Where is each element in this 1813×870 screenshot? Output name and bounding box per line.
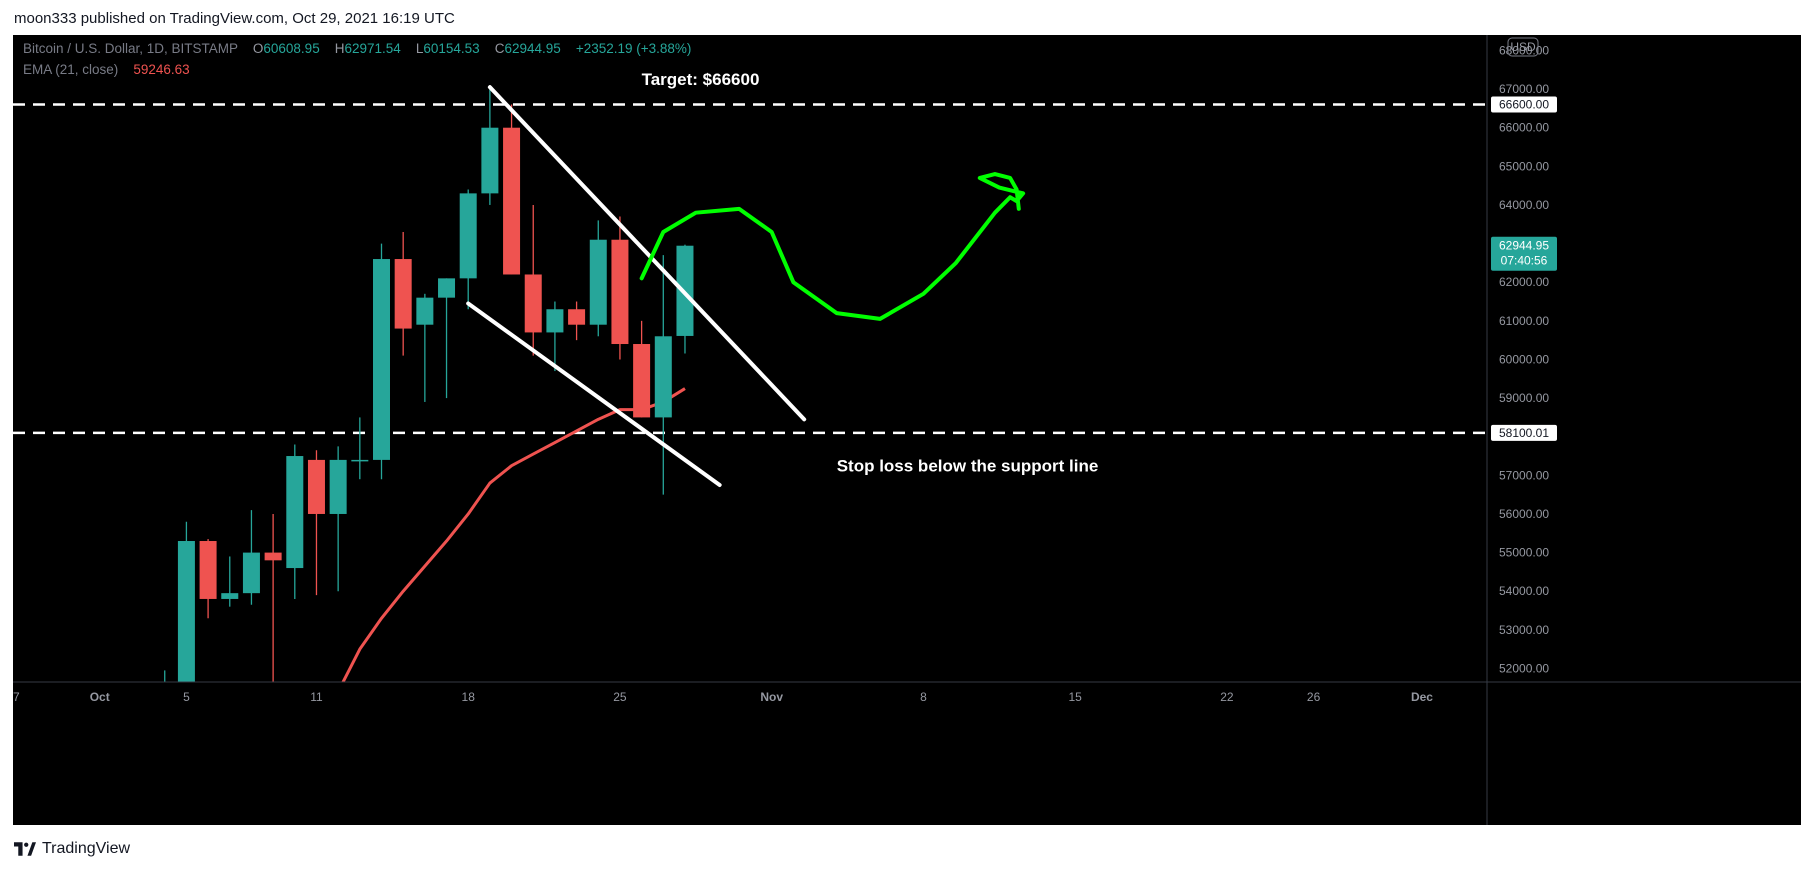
y-tick-label: 62000.00 (1499, 275, 1549, 289)
x-tick-label: Oct (90, 690, 110, 704)
candle-body (438, 278, 456, 298)
level-badge (1491, 96, 1557, 113)
candle-body (611, 239, 629, 345)
candle-body (503, 127, 521, 275)
annotation-text: Target: $66600 (642, 70, 760, 89)
y-tick-label: 53000.00 (1499, 623, 1549, 637)
legend-low-label: L (415, 41, 424, 56)
level-badge (1491, 424, 1557, 441)
x-tick-label: 27 (13, 690, 20, 704)
x-tick-label: 5 (183, 690, 190, 704)
y-tick-label: 60000.00 (1499, 352, 1549, 366)
ema-line (341, 387, 686, 682)
y-tick-label: 54000.00 (1499, 584, 1549, 598)
currency-badge-label: USD (1510, 40, 1536, 54)
legend-ema-label: EMA (21, close) (23, 62, 119, 77)
y-tick-label: 52000.00 (1499, 661, 1549, 675)
legend-high-value: 62971.54 (344, 41, 401, 56)
annotation-text: Stop loss below the support line (837, 456, 1099, 475)
y-tick-label: 67000.00 (1499, 82, 1549, 96)
candle-body (589, 239, 607, 325)
tradingview-logo-icon (14, 842, 36, 856)
candle-body (264, 552, 282, 561)
chart-panel[interactable]: Target: $66600 Stop loss below the suppor… (13, 35, 1801, 825)
candle-body (177, 541, 195, 682)
wedge-upper-line (487, 85, 807, 422)
candle-body (459, 193, 477, 279)
y-tick-label: 55000.00 (1499, 546, 1549, 560)
candle-body (524, 274, 542, 333)
x-tick-label: 26 (1307, 690, 1321, 704)
candle-body (242, 552, 260, 594)
y-tick-label: 64000.00 (1499, 198, 1549, 212)
candle-body (307, 459, 325, 514)
current-price-badge (1491, 236, 1557, 271)
x-tick-label: 18 (462, 690, 476, 704)
legend-change: +2352.19 (+3.88%) (575, 41, 692, 56)
wedge-lower-line (466, 301, 722, 488)
legend-close-value: 62944.95 (504, 41, 561, 56)
candle-body (221, 593, 239, 599)
candle-body (286, 456, 304, 569)
footer: TradingView (14, 840, 130, 858)
level-badge-label: 66600.00 (1499, 98, 1549, 112)
candle-body (546, 309, 564, 333)
legend-open-label: O (252, 41, 264, 56)
legend-low-value: 60154.53 (423, 41, 480, 56)
legend-ohlc: Bitcoin / U.S. Dollar, 1D, BITSTAMP O606… (23, 41, 691, 56)
level-badge-label: 58100.01 (1499, 426, 1549, 440)
plot-area: Target: $66600 Stop loss below the suppor… (13, 70, 1487, 746)
footer-brand: TradingView (42, 840, 131, 857)
legend-high-label: H (334, 41, 345, 56)
candle-body (351, 459, 369, 462)
candle-body (633, 344, 651, 418)
candle-body (373, 259, 390, 460)
x-tick-label: 22 (1220, 690, 1234, 704)
x-tick-label: Nov (760, 690, 783, 704)
x-tick-label: 15 (1068, 690, 1082, 704)
x-tick-label: 8 (920, 690, 927, 704)
projection-curve (639, 172, 1026, 321)
y-tick-label: 65000.00 (1499, 159, 1549, 173)
y-tick-label: 59000.00 (1499, 391, 1549, 405)
legend-symbol: Bitcoin / U.S. Dollar, 1D, BITSTAMP (23, 41, 238, 56)
candle-body (394, 259, 412, 329)
candle-body (329, 459, 347, 514)
y-tick-label: 57000.00 (1499, 468, 1549, 482)
y-tick-label: 61000.00 (1499, 314, 1549, 328)
currency-badge (1507, 37, 1539, 57)
legend-open-value: 60608.95 (263, 41, 320, 56)
current-price-label: 62944.95 (1499, 239, 1549, 253)
publisher-line: moon333 published on TradingView.com, Oc… (14, 10, 455, 27)
countdown-label: 07:40:56 (1501, 254, 1548, 268)
candle-body (199, 541, 217, 599)
legend-ema-value: 59246.63 (133, 62, 190, 77)
candlestick-chart[interactable]: Target: $66600 Stop loss below the suppor… (13, 35, 1801, 825)
y-tick-label: 68000.00 (1499, 43, 1549, 57)
candle-body (654, 336, 672, 418)
x-tick-label: Dec (1411, 690, 1433, 704)
y-tick-label: 56000.00 (1499, 507, 1549, 521)
candle-body (416, 297, 434, 325)
legend-ema: EMA (21, close) 59246.63 (23, 62, 190, 77)
candle-body (481, 127, 499, 194)
x-tick-label: 11 (310, 690, 323, 704)
candle-body (568, 309, 586, 325)
y-tick-label: 66000.00 (1499, 121, 1549, 135)
x-tick-label: 25 (613, 690, 627, 704)
legend-close-label: C (494, 41, 505, 56)
candle-body (156, 692, 173, 746)
